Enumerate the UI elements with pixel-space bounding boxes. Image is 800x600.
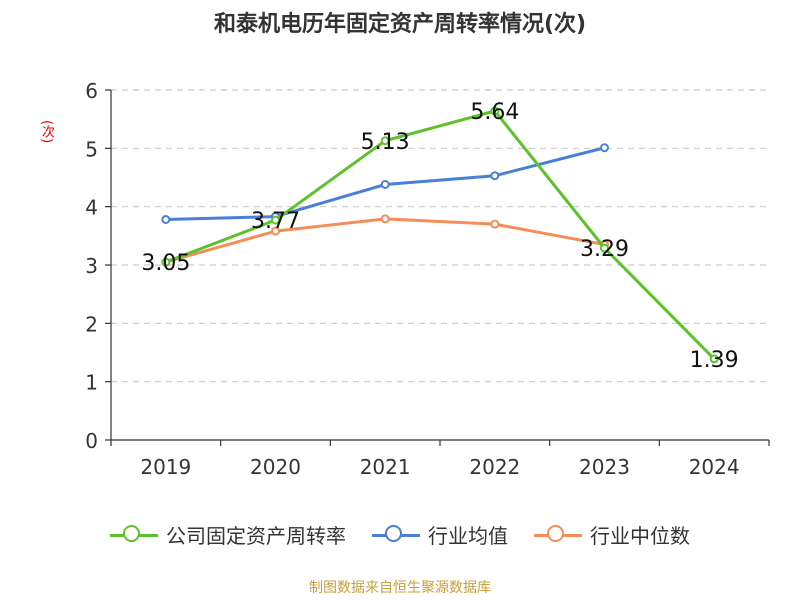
series-1-point-2022 [490, 171, 500, 181]
series-1-point-2019 [161, 215, 171, 224]
chart-title: 和泰机电历年固定资产周转率情况(次) [213, 12, 587, 37]
y-tick-label-1: 1 [85, 371, 98, 395]
series-0-point-2023 [600, 243, 609, 253]
data-label-2022: 5.64 [470, 100, 519, 125]
legend-item-industry-median[interactable]: 行业中位数 [534, 520, 690, 549]
data-label-2021: 5.13 [361, 130, 410, 155]
y-tick-label-0: 0 [85, 429, 98, 453]
legend-label-company: 公司固定资产周转率 [166, 524, 346, 548]
legend-item-company[interactable]: 公司固定资产周转率 [110, 520, 346, 549]
series-line-2 [165, 217, 605, 264]
legend-label-industry-median: 行业中位数 [590, 524, 690, 548]
series-line-0 [165, 109, 716, 360]
y-tick-label-4: 4 [85, 196, 98, 220]
series-1-point-2023 [600, 143, 609, 153]
series-1-point-2021 [380, 180, 390, 189]
series-0-point-2022 [490, 106, 500, 116]
legend-marker-company-icon [110, 524, 158, 545]
series-0-point-2024 [709, 354, 719, 364]
data-label-2023: 3.29 [580, 237, 629, 262]
y-axis-label: (次) [39, 120, 54, 144]
series-0-point-2021 [380, 136, 390, 146]
legend-marker-industry-mean-icon [372, 524, 420, 545]
series-2-point-2022 [490, 219, 500, 229]
data-label-2019: 3.05 [141, 251, 190, 276]
data-label-2024: 1.39 [690, 348, 739, 373]
data-label-2020: 3.77 [251, 209, 300, 234]
series-2-point-2021 [380, 214, 390, 224]
y-tick-label-6: 6 [85, 79, 98, 103]
legend: 公司固定资产周转率 行业均值 行业中位数 [0, 520, 800, 549]
y-tick-label-2: 2 [85, 312, 98, 336]
y-tick-label-3: 3 [85, 254, 98, 278]
legend-label-industry-mean: 行业均值 [428, 524, 508, 548]
x-tick-label-2022: 2022 [469, 455, 520, 479]
series-0-point-2020 [271, 215, 280, 225]
series-2-point-2020 [271, 226, 280, 236]
x-tick-label-2024: 2024 [689, 455, 740, 479]
legend-marker-industry-median-icon [534, 524, 582, 545]
y-tick-label-5: 5 [85, 137, 98, 161]
series-0-point-2019 [161, 257, 171, 267]
x-tick-label-2020: 2020 [250, 455, 301, 479]
source-note: 制图数据来自恒生聚源数据库 [309, 580, 491, 596]
x-tick-label-2021: 2021 [360, 455, 411, 479]
x-tick-label-2023: 2023 [579, 455, 630, 479]
legend-item-industry-mean[interactable]: 行业均值 [372, 520, 508, 549]
x-tick-label-2019: 2019 [140, 455, 191, 479]
